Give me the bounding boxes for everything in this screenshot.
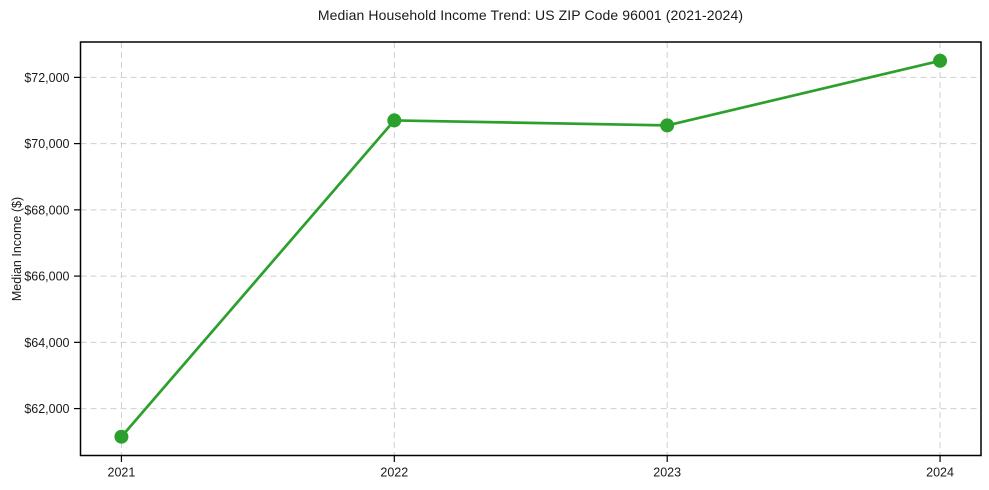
y-tick-label: $62,000: [24, 402, 69, 416]
data-point-2021: [114, 429, 129, 444]
y-tick-label: $72,000: [24, 71, 69, 85]
y-tick-label: $64,000: [24, 336, 69, 350]
x-tick-label: 2022: [380, 466, 408, 480]
trend-line: [120, 59, 942, 439]
y-axis-label: Median Income ($): [10, 196, 24, 302]
x-tick-label: 2024: [926, 466, 954, 480]
y-tick-label: $68,000: [24, 203, 69, 217]
x-tick-label: 2023: [653, 466, 681, 480]
y-tick-label: $66,000: [24, 270, 69, 284]
data-point-2024: [933, 53, 948, 68]
data-point-2022: [387, 113, 402, 128]
y-tick-label: $70,000: [24, 137, 69, 151]
chart-title: Median Household Income Trend: US ZIP Co…: [317, 7, 744, 23]
x-tick-label: 2021: [108, 466, 136, 480]
plot-frame: [79, 41, 982, 457]
data-point-2023: [660, 118, 675, 133]
